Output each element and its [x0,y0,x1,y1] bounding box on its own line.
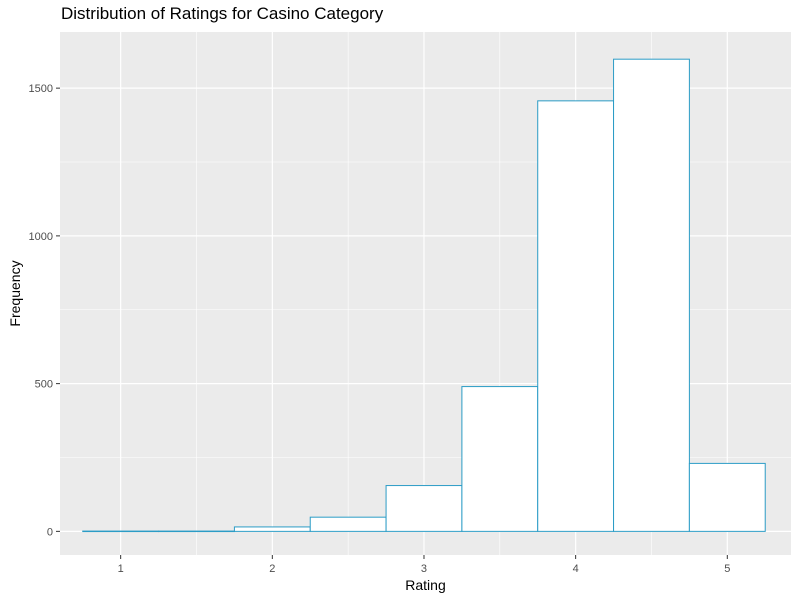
histogram-bar [385,485,463,532]
x-axis-ticks: 1 2 3 4 5 [118,555,730,575]
x-tick-label: 1 [118,563,124,575]
histogram-bar [309,516,387,532]
x-tick-label: 2 [269,563,275,575]
y-tick-label: 0 [47,526,53,538]
y-tick-label: 500 [35,379,53,391]
chart-title: Distribution of Ratings for Casino Categ… [61,4,384,23]
histogram-bar [688,462,766,532]
histogram-bars [82,58,766,533]
y-axis-ticks: 0 500 1000 1500 [29,83,60,538]
y-tick-label: 1000 [29,231,53,243]
x-tick-label: 3 [421,563,427,575]
histogram-bar [233,526,311,532]
histogram-bar [461,386,539,532]
histogram-bar [613,58,690,532]
histogram-bar [537,100,615,532]
x-axis-title: Rating [405,577,445,593]
x-tick-label: 4 [573,563,579,575]
y-tick-label: 1500 [29,83,53,95]
y-axis-title: Frequency [7,260,23,326]
histogram-bar [158,530,235,533]
x-tick-label: 5 [724,563,730,575]
histogram-bar [82,530,160,533]
